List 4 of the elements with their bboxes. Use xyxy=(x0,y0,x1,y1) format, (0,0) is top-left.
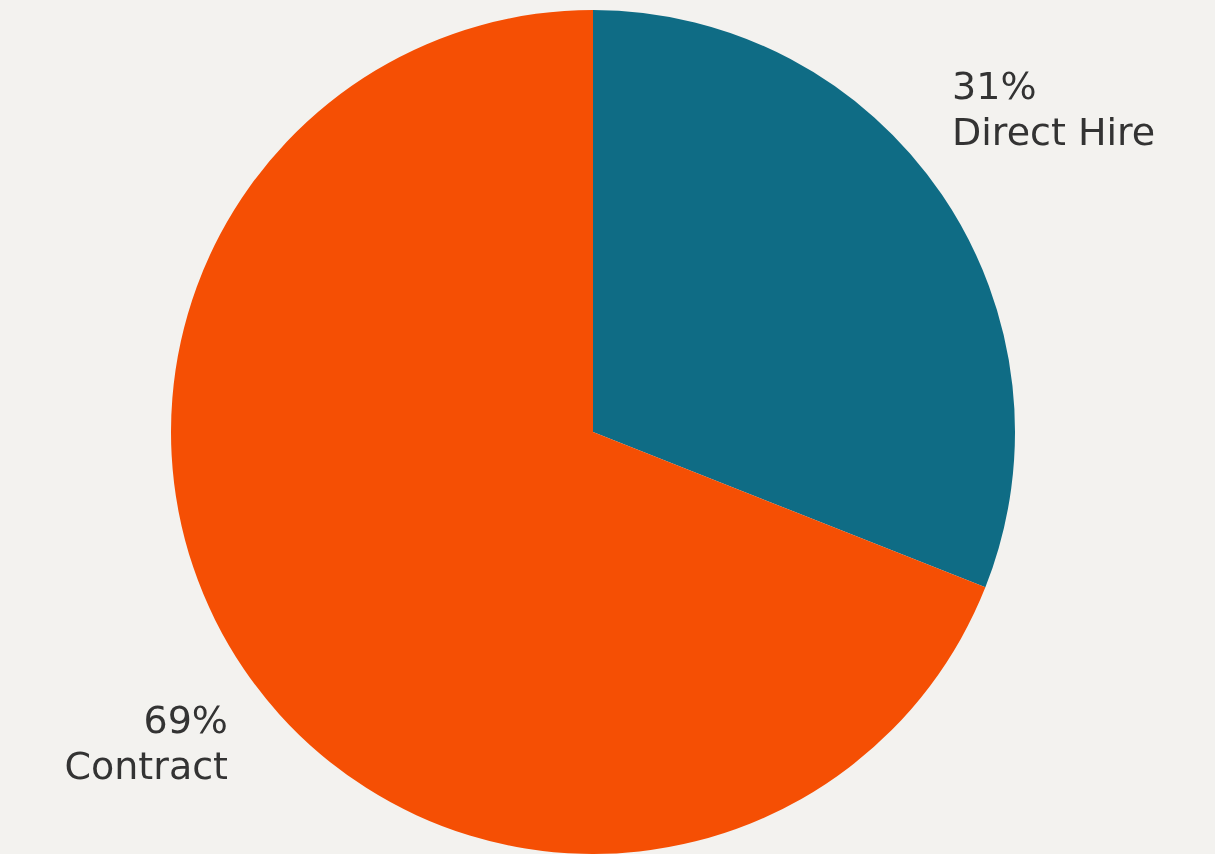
slice-label: Direct Hire xyxy=(952,109,1156,154)
data-label: 31% xyxy=(952,63,1037,108)
slice-label: Contract xyxy=(64,744,228,789)
data-label: 69% xyxy=(143,698,228,743)
